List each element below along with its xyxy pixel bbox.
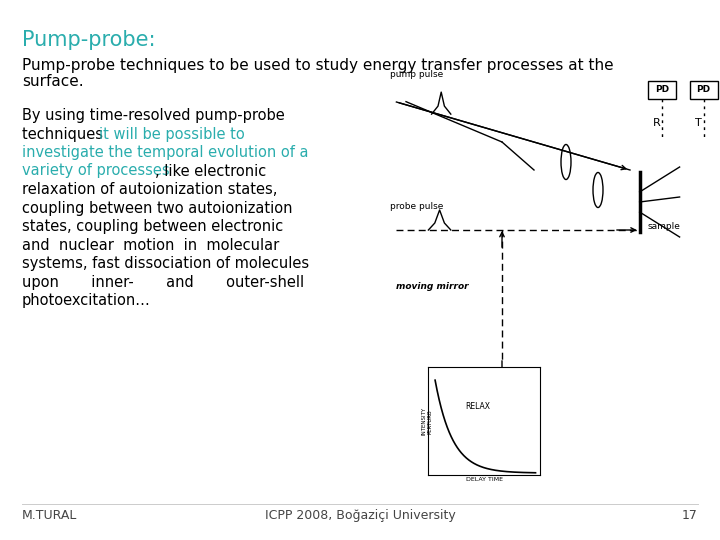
Text: Pump-probe:: Pump-probe: — [22, 30, 156, 50]
Bar — [648, 81, 676, 99]
Text: pump pulse: pump pulse — [390, 70, 444, 79]
Text: Pump-probe techniques to be used to study energy transfer processes at the: Pump-probe techniques to be used to stud… — [22, 58, 613, 73]
Text: photoexcitation…: photoexcitation… — [22, 293, 150, 308]
Text: systems, fast dissociation of molecules: systems, fast dissociation of molecules — [22, 256, 309, 271]
Text: ICPP 2008, Boğaziçi University: ICPP 2008, Boğaziçi University — [265, 509, 455, 522]
Text: upon       inner-       and       outer-shell: upon inner- and outer-shell — [22, 274, 304, 289]
Text: moving mirror: moving mirror — [397, 282, 469, 291]
Text: it will be possible to: it will be possible to — [99, 126, 245, 141]
Bar — [690, 81, 718, 99]
Ellipse shape — [561, 145, 571, 179]
Text: PD: PD — [696, 85, 711, 94]
Text: states, coupling between electronic: states, coupling between electronic — [22, 219, 283, 234]
Text: probe pulse: probe pulse — [390, 202, 444, 211]
Text: M.TURAL: M.TURAL — [22, 509, 77, 522]
Text: T: T — [696, 118, 702, 128]
X-axis label: DELAY TIME: DELAY TIME — [466, 477, 503, 482]
Text: , like electronic: , like electronic — [155, 164, 266, 179]
Text: coupling between two autoionization: coupling between two autoionization — [22, 200, 292, 215]
Y-axis label: INTENSITY
PERTURB: INTENSITY PERTURB — [422, 407, 433, 435]
Text: R: R — [653, 118, 661, 128]
Text: relaxation of autoionization states,: relaxation of autoionization states, — [22, 182, 277, 197]
Text: 17: 17 — [682, 509, 698, 522]
Text: investigate the temporal evolution of a: investigate the temporal evolution of a — [22, 145, 308, 160]
Ellipse shape — [593, 172, 603, 207]
Text: sample: sample — [647, 222, 680, 231]
Text: RELAX: RELAX — [465, 402, 490, 410]
Text: surface.: surface. — [22, 74, 84, 89]
Text: and  nuclear  motion  in  molecular: and nuclear motion in molecular — [22, 238, 279, 253]
Text: By using time-resolved pump-probe: By using time-resolved pump-probe — [22, 108, 284, 123]
Text: techniques: techniques — [22, 126, 112, 141]
Text: PD: PD — [655, 85, 669, 94]
Text: variety of processes: variety of processes — [22, 164, 170, 179]
